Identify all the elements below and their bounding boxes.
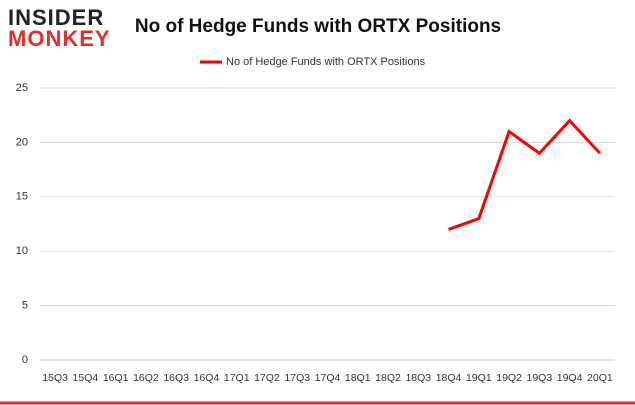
x-tick-label: 16Q4: [194, 372, 220, 384]
x-tick-label: 18Q1: [345, 372, 371, 384]
y-tick-label: 20: [16, 136, 28, 148]
x-tick-label: 16Q3: [163, 372, 189, 384]
x-tick-label: 17Q2: [254, 372, 280, 384]
x-tick-label: 19Q4: [557, 372, 583, 384]
x-tick-label: 15Q3: [42, 372, 68, 384]
x-tick-label: 19Q2: [496, 372, 522, 384]
y-tick-label: 5: [22, 300, 28, 312]
chart-title: No of Hedge Funds with ORTX Positions: [135, 16, 501, 37]
x-tick-label: 18Q3: [405, 372, 431, 384]
y-tick-label: 0: [22, 354, 28, 366]
y-tick-label: 25: [16, 82, 28, 94]
x-tick-label: 18Q2: [375, 372, 401, 384]
x-tick-label: 18Q4: [436, 372, 462, 384]
y-tick-label: 10: [16, 245, 28, 257]
x-tick-label: 19Q1: [466, 372, 492, 384]
x-tick-label: 16Q1: [103, 372, 129, 384]
x-tick-label: 17Q3: [284, 372, 310, 384]
x-tick-label: 19Q3: [526, 372, 552, 384]
x-tick-label: 20Q1: [587, 372, 613, 384]
y-tick-label: 15: [16, 191, 28, 203]
series-line: [448, 118, 601, 231]
logo-top: INSIDER: [8, 5, 104, 30]
legend-label: No of Hedge Funds with ORTX Positions: [226, 56, 426, 68]
x-tick-label: 16Q2: [133, 372, 159, 384]
x-tick-label: 17Q1: [224, 372, 250, 384]
x-tick-label: 15Q4: [73, 372, 99, 384]
x-tick-label: 17Q4: [315, 372, 341, 384]
logo-bottom: MONKEY: [8, 26, 111, 51]
